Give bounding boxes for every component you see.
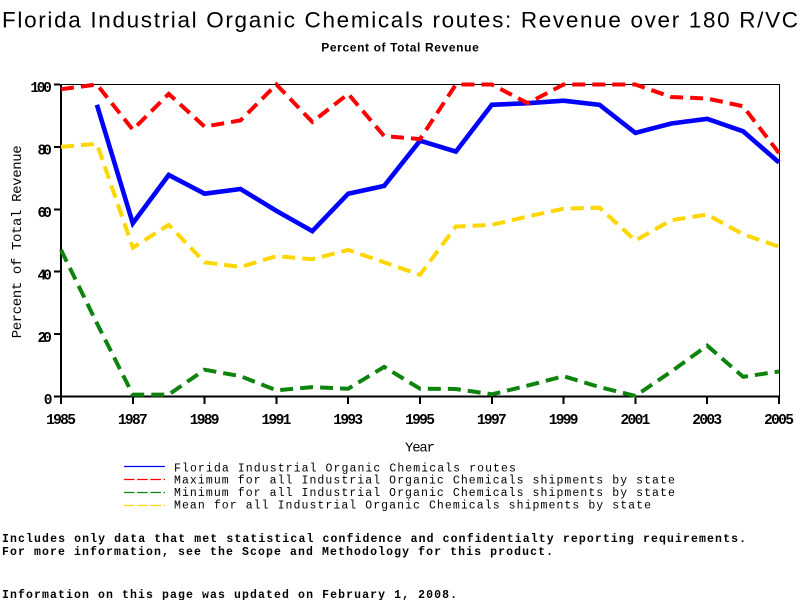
svg-text:Florida Industrial Organic Che: Florida Industrial Organic Chemicals rou…	[2, 7, 798, 32]
svg-text:2005: 2005	[764, 413, 794, 429]
svg-text:Information on this page was u: Information on this page was updated on …	[2, 589, 457, 600]
svg-text:1987: 1987	[118, 413, 148, 429]
svg-text:2001: 2001	[621, 413, 651, 429]
svg-text:1997: 1997	[477, 413, 507, 429]
svg-text:Percent of Total Revenue: Percent of Total Revenue	[321, 41, 479, 55]
svg-text:80: 80	[38, 144, 52, 160]
svg-text:Percent of Total Revenue: Percent of Total Revenue	[10, 145, 26, 338]
svg-text:20: 20	[38, 331, 52, 347]
svg-text:Minimum for all Industrial Org: Minimum for all Industrial Organic Chemi…	[174, 487, 675, 500]
svg-text:1989: 1989	[190, 413, 220, 429]
svg-text:2003: 2003	[692, 413, 722, 429]
svg-text:Maximum for all Industrial Org: Maximum for all Industrial Organic Chemi…	[174, 475, 675, 488]
svg-text:1991: 1991	[262, 413, 292, 429]
svg-text:1985: 1985	[46, 413, 76, 429]
svg-text:0: 0	[44, 393, 53, 409]
svg-text:Includes only data that met st: Includes only data that met statistical …	[2, 533, 746, 546]
svg-text:Florida Industrial Organic Che: Florida Industrial Organic Chemicals rou…	[174, 462, 516, 475]
svg-text:1999: 1999	[549, 413, 579, 429]
svg-text:100: 100	[30, 81, 51, 97]
svg-text:1995: 1995	[405, 413, 435, 429]
svg-text:Year: Year	[405, 441, 435, 457]
svg-text:For more information, see the: For more information, see the Scope and …	[2, 546, 553, 559]
svg-text:1993: 1993	[333, 413, 363, 429]
svg-text:Mean for all Industrial Organi: Mean for all Industrial Organic Chemical…	[174, 500, 651, 513]
svg-text:40: 40	[38, 268, 52, 284]
svg-text:60: 60	[38, 206, 52, 222]
